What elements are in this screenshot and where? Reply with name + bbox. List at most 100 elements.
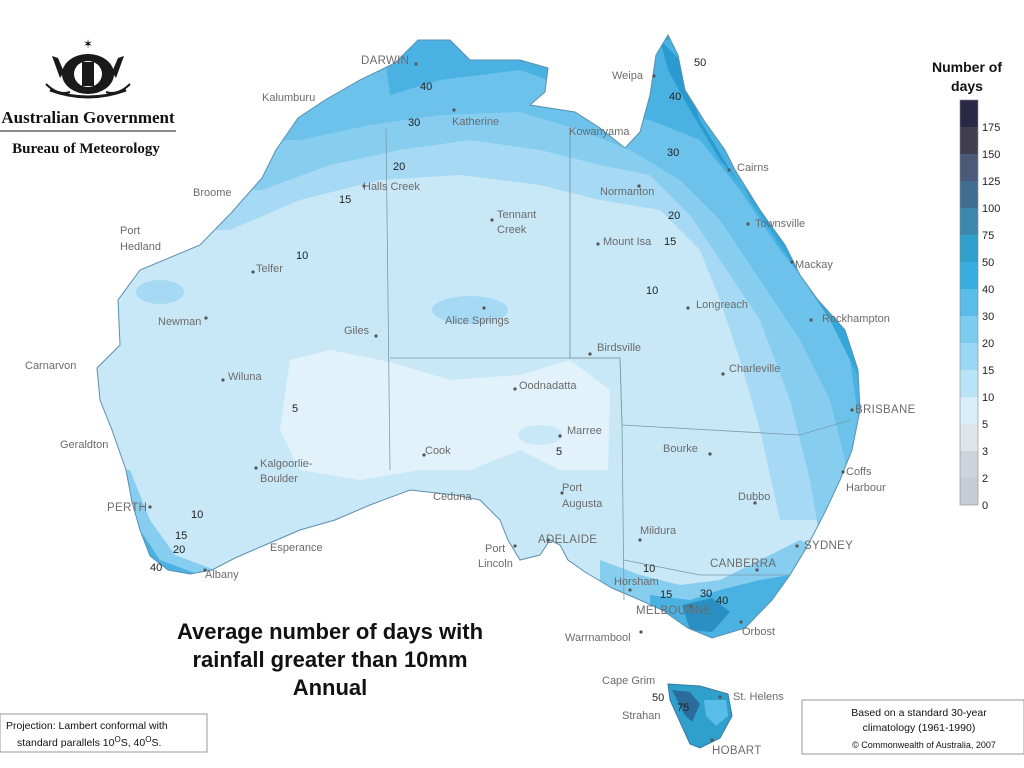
city-wiluna: Wiluna: [228, 371, 263, 383]
svg-text:75: 75: [677, 702, 689, 714]
city-st-helens: St. Helens: [733, 691, 784, 703]
climatology-line1: Based on a standard 30-year: [851, 707, 987, 719]
city-port-hedland-2: Hedland: [120, 241, 161, 253]
svg-text:15: 15: [660, 589, 672, 601]
city-townsville: Townsville: [755, 218, 805, 230]
city-hobart: HOBART: [712, 745, 762, 757]
city-esperance: Esperance: [270, 542, 323, 554]
city-kalgoorlie-1: Kalgoorlie-: [260, 458, 313, 470]
legend-tick-label: 150: [982, 149, 1000, 161]
svg-text:20: 20: [173, 544, 185, 556]
svg-text:40: 40: [420, 81, 432, 93]
legend-tick-label: 2: [982, 473, 988, 485]
isoline-labels: 50 40 30 40 30 20 15 10 20 15 10 5 5 10 …: [150, 57, 728, 714]
city-port-lincoln-2: Lincoln: [478, 558, 513, 570]
city-kalgoorlie-2: Boulder: [260, 473, 298, 485]
city-canberra: CANBERRA: [710, 558, 776, 570]
city-newman: Newman: [158, 316, 201, 328]
tasmania: [667, 683, 733, 749]
legend-tick-label: 125: [982, 176, 1000, 188]
legend-swatches: [959, 99, 979, 506]
svg-text:10: 10: [191, 509, 203, 521]
svg-text:50: 50: [694, 57, 706, 69]
legend-tick-label: 15: [982, 365, 994, 377]
title-line1: Average number of days with: [177, 619, 483, 644]
state-borders: [385, 127, 851, 601]
city-adelaide: ADELAIDE: [538, 534, 597, 546]
legend-tick-label: 100: [982, 203, 1000, 215]
legend-swatch: [960, 208, 978, 235]
city-port-hedland-1: Port: [120, 225, 140, 237]
svg-text:5: 5: [556, 446, 562, 458]
svg-text:50: 50: [652, 692, 664, 704]
svg-text:15: 15: [664, 236, 676, 248]
city-rockhampton: Rockhampton: [822, 313, 890, 325]
city-port-lincoln-1: Port: [485, 543, 505, 555]
city-tennant-creek-1: Tennant: [497, 209, 536, 221]
legend-frame: [959, 99, 979, 506]
bureau-name: Bureau of Meteorology: [12, 141, 160, 157]
city-coffs-harbour-1: Coffs: [846, 466, 872, 478]
svg-text:15: 15: [339, 194, 351, 206]
legend: Number of days 1751501251007550403020151…: [932, 59, 1002, 512]
city-broome: Broome: [193, 187, 232, 199]
city-horsham: Horsham: [614, 576, 659, 588]
city-labels: DARWIN Kalumburu Katherine Weipa Kowanya…: [25, 55, 916, 757]
legend-tick-label: 40: [982, 284, 994, 296]
city-cairns: Cairns: [737, 162, 769, 174]
city-coffs-harbour-2: Harbour: [846, 482, 886, 494]
legend-tick-label: 3: [982, 446, 988, 458]
legend-swatch: [960, 397, 978, 424]
climatology-note: Based on a standard 30-year climatology …: [801, 699, 1024, 755]
legend-swatch: [960, 343, 978, 370]
city-orbost: Orbost: [742, 626, 775, 638]
city-melbourne: MELBOURNE: [636, 605, 712, 617]
legend-swatch: [960, 478, 978, 505]
city-strahan: Strahan: [622, 710, 661, 722]
climatology-line2: climatology (1961-1990): [863, 722, 976, 734]
svg-text:✶: ✶: [83, 37, 93, 51]
svg-text:30: 30: [667, 147, 679, 159]
city-longreach: Longreach: [696, 299, 748, 311]
city-normanton: Normanton: [600, 186, 654, 198]
svg-text:10: 10: [643, 563, 655, 575]
city-carnarvon: Carnarvon: [25, 360, 76, 372]
projection-note: Projection: Lambert conformal with stand…: [0, 713, 208, 753]
legend-tick-label: 30: [982, 311, 994, 323]
svg-text:20: 20: [393, 161, 405, 173]
city-brisbane: BRISBANE: [855, 404, 916, 416]
city-dubbo: Dubbo: [738, 491, 770, 503]
legend-swatch: [960, 181, 978, 208]
legend-swatch: [960, 127, 978, 154]
svg-text:10: 10: [296, 250, 308, 262]
svg-text:30: 30: [700, 588, 712, 600]
legend-swatch: [960, 424, 978, 451]
copyright: © Commonwealth of Australia, 2007: [852, 740, 996, 750]
city-mackay: Mackay: [795, 259, 833, 271]
projection-line1: Projection: Lambert conformal with: [6, 720, 168, 732]
city-cape-grim: Cape Grim: [602, 675, 655, 687]
legend-swatch: [960, 100, 978, 127]
legend-tick-label: 50: [982, 257, 994, 269]
city-mildura: Mildura: [640, 525, 677, 537]
legend-swatch: [960, 370, 978, 397]
legend-swatch: [960, 262, 978, 289]
city-cook: Cook: [425, 445, 451, 457]
legend-swatch: [960, 289, 978, 316]
city-telfer: Telfer: [256, 263, 283, 275]
legend-tick-label: 20: [982, 338, 994, 350]
city-dots: [148, 62, 854, 742]
title-line2: rainfall greater than 10mm: [192, 647, 467, 672]
svg-text:40: 40: [150, 562, 162, 574]
svg-text:5: 5: [292, 403, 298, 415]
mainland-coastline: [96, 33, 861, 639]
svg-text:20: 20: [668, 210, 680, 222]
legend-tick-label: 75: [982, 230, 994, 242]
city-weipa: Weipa: [612, 70, 644, 82]
legend-swatch: [960, 154, 978, 181]
legend-tick-label: 175: [982, 122, 1000, 134]
legend-swatch: [960, 451, 978, 478]
city-alice-springs: Alice Springs: [445, 315, 510, 327]
coat-of-arms-icon: ✶: [45, 37, 131, 99]
